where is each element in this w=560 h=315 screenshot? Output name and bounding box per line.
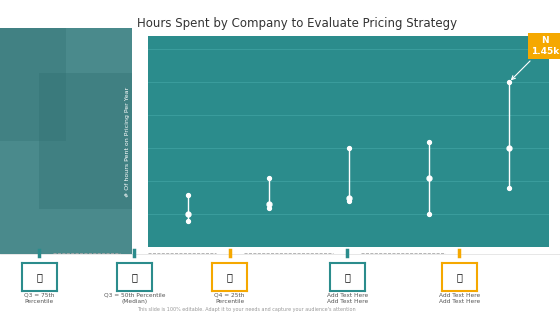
Text: Hours Spent by Company to Evaluate Pricing Strategy: Hours Spent by Company to Evaluate Prici… <box>137 17 458 30</box>
Text: Q4 = 25th
Percentile: Q4 = 25th Percentile <box>214 293 245 304</box>
Bar <box>0 28 66 141</box>
Text: 📚: 📚 <box>456 272 462 282</box>
Text: 🏛: 🏛 <box>36 272 42 282</box>
Y-axis label: # Of hours Pent on Pricing Per Year: # Of hours Pent on Pricing Per Year <box>125 87 129 197</box>
Text: This slide is 100% editable. Adapt it to your needs and capture your audience's : This slide is 100% editable. Adapt it to… <box>137 307 356 312</box>
Text: N
1.45k: N 1.45k <box>512 37 559 80</box>
X-axis label: Number of Years Company has Been in Business: Number of Years Company has Been in Busi… <box>256 266 441 275</box>
Text: 🏛: 🏛 <box>132 272 137 282</box>
Text: 📈: 📈 <box>227 272 232 282</box>
Text: 📋: 📋 <box>344 272 350 282</box>
Text: Add Text Here
Add Text Here: Add Text Here Add Text Here <box>326 293 368 304</box>
Text: Q3 = 75th
Percentile: Q3 = 75th Percentile <box>24 293 54 304</box>
Text: Q3 = 50th Percentile
(Median): Q3 = 50th Percentile (Median) <box>104 293 165 304</box>
Bar <box>39 73 132 209</box>
Text: Add Text Here
Add Text Here: Add Text Here Add Text Here <box>438 293 480 304</box>
